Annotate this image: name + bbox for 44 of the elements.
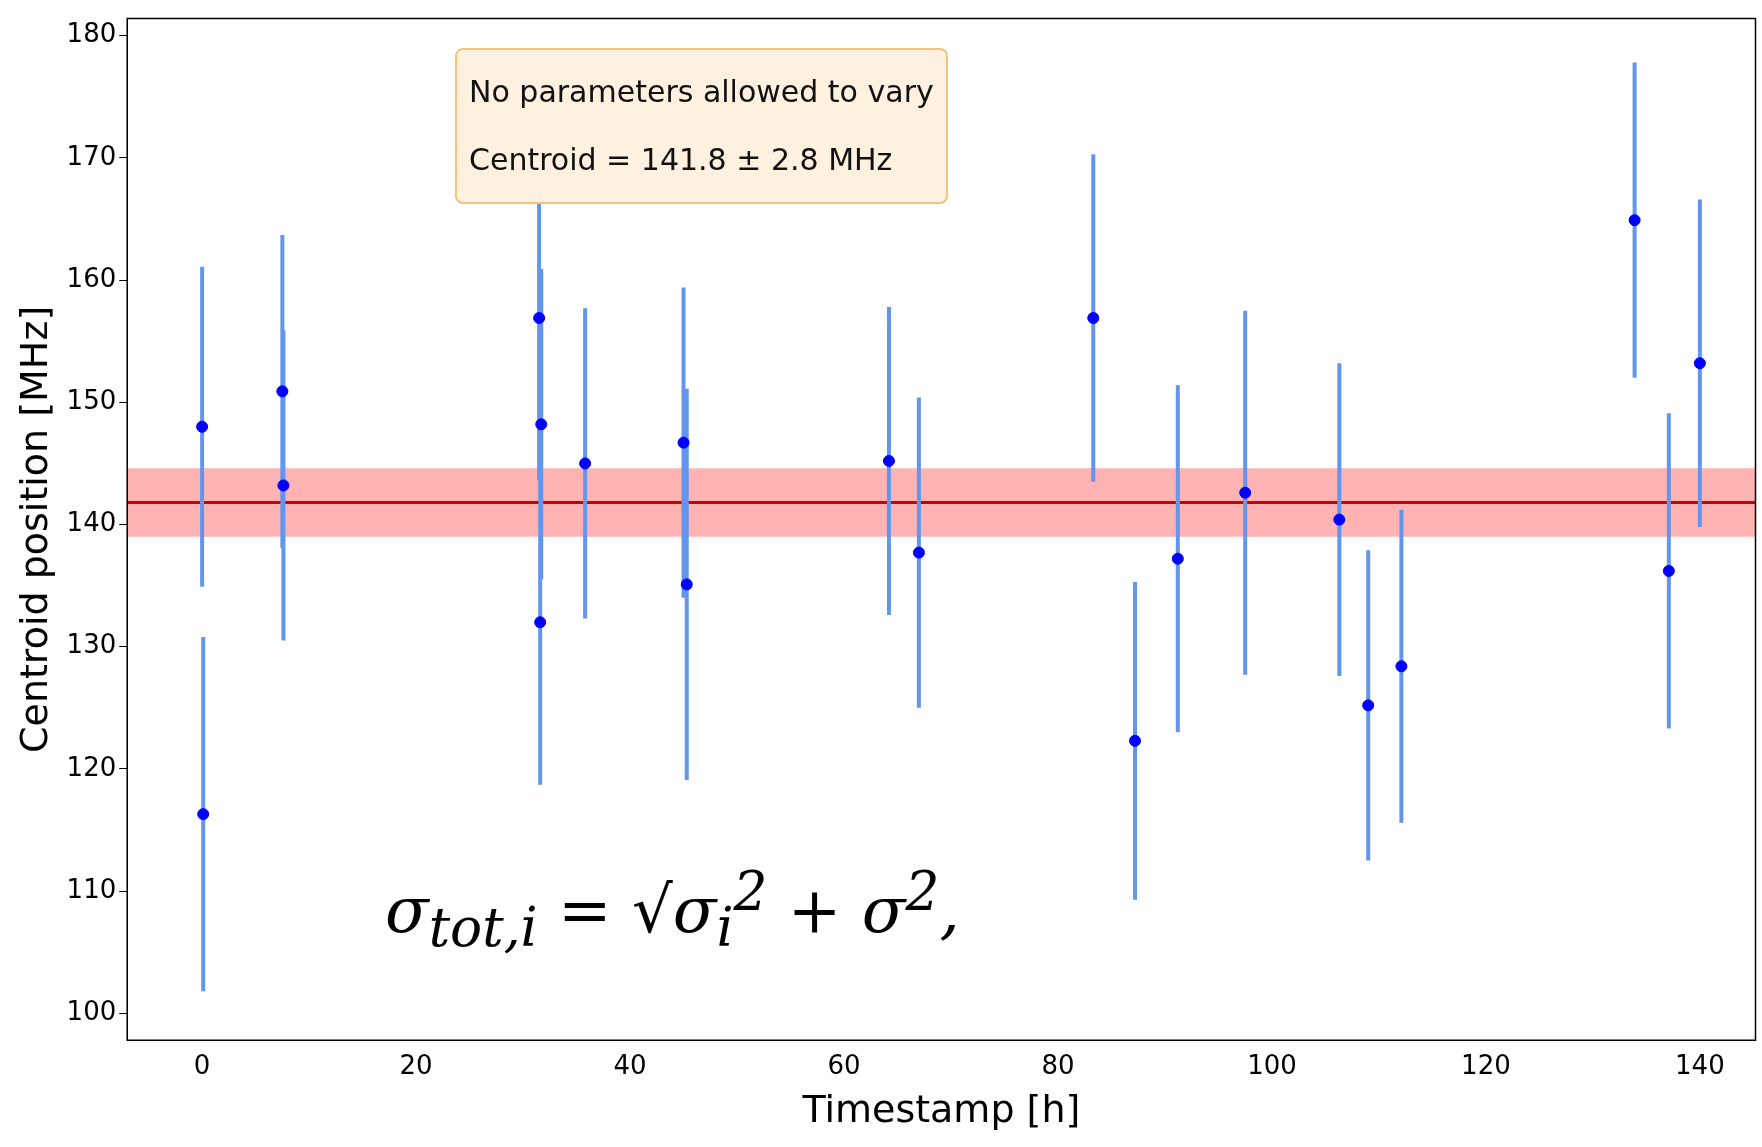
point: [680, 578, 693, 591]
y-tick-label: 130: [66, 629, 117, 660]
point: [1171, 552, 1184, 565]
point: [277, 479, 290, 492]
annotation: σ$_{tot,i}$ = √σ$_{i}$$^{2}$ + σ$^{2}$,: [385, 860, 960, 960]
point: [1395, 660, 1408, 673]
point: [1628, 214, 1641, 227]
x-tick-label: 80: [1041, 1049, 1075, 1080]
x-tick-label: 0: [193, 1049, 211, 1080]
y-tick-label: 160: [66, 262, 117, 293]
point: [276, 385, 289, 398]
point: [535, 418, 548, 431]
x-tick-label: 140: [1675, 1049, 1725, 1080]
y-tick-label: 140: [66, 507, 117, 538]
x-tick-label: 20: [399, 1049, 433, 1080]
y-tick-label: 150: [66, 385, 117, 416]
annotation: Centroid = 141.8 ± 2.8 MHz: [469, 141, 894, 179]
y-tick-label: 120: [66, 751, 117, 782]
point: [1362, 699, 1375, 712]
point: [1662, 564, 1675, 577]
point: [197, 808, 210, 821]
point: [677, 436, 690, 449]
y-tick-label: 180: [66, 18, 117, 49]
point: [534, 616, 547, 629]
point: [533, 311, 546, 324]
point: [1129, 734, 1141, 747]
point: [1087, 311, 1100, 324]
point: [1239, 486, 1252, 499]
y-tick-label: 110: [66, 873, 117, 904]
x-tick-label: 100: [1247, 1049, 1297, 1080]
annotation: No parameters allowed to vary: [469, 73, 934, 111]
x-tick-label: 120: [1461, 1049, 1511, 1080]
point: [882, 454, 895, 467]
x-tick-label: 60: [827, 1049, 861, 1080]
y-tick-label: 100: [66, 996, 117, 1027]
point: [1693, 357, 1706, 370]
point: [1333, 513, 1346, 526]
point: [196, 420, 209, 433]
point: [579, 457, 592, 470]
x-tick-label: 40: [613, 1049, 647, 1080]
point: [912, 546, 925, 559]
y-axis-title: Centroid position [MHz]: [11, 305, 56, 754]
y-tick-label: 170: [66, 140, 117, 171]
x-axis-title: Timestamp [h]: [801, 1087, 1081, 1132]
